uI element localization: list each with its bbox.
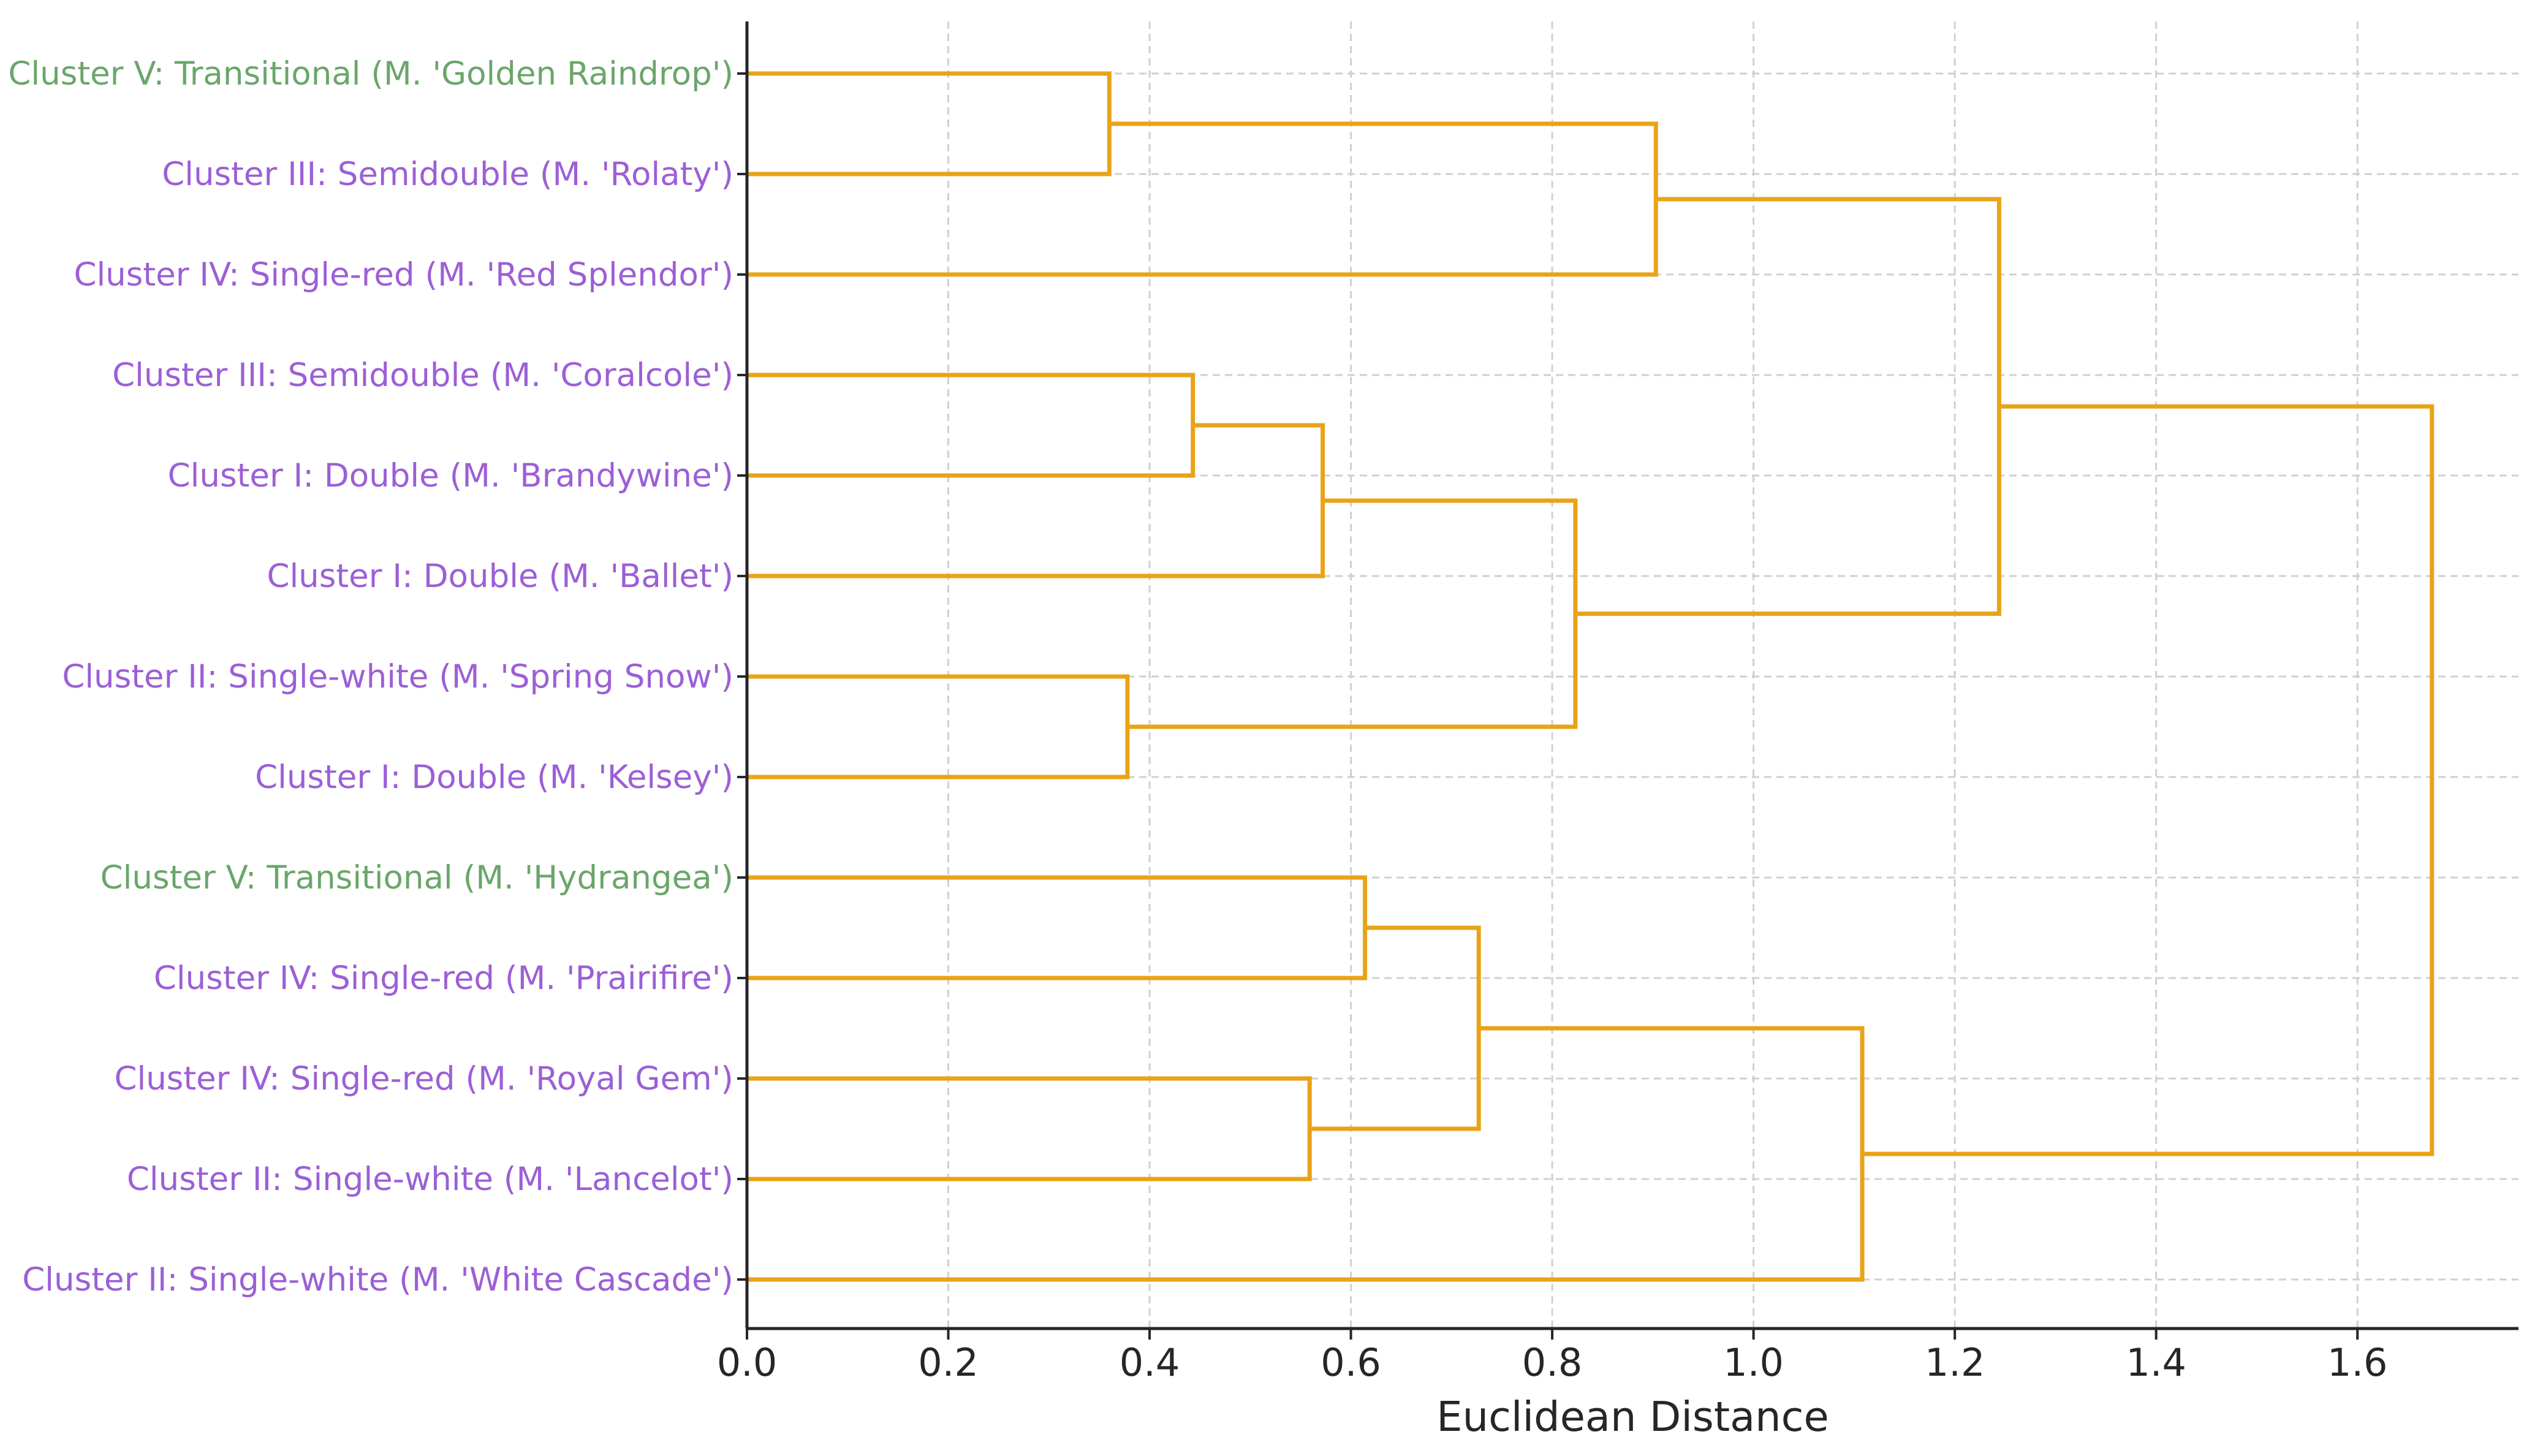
link-layer xyxy=(747,71,2435,1282)
x-tick-label-2: 0.4 xyxy=(1120,1340,1180,1385)
dendrogram-link-4 xyxy=(747,423,1325,578)
leaf-label-layer: Cluster V: Transitional (M. 'Golden Rain… xyxy=(8,55,733,1299)
x-axis-title: Euclidean Distance xyxy=(1436,1393,1829,1441)
tick-layer: 0.0 0.2 0.4 0.6 0.8 1.0 1.2 1.4 1.6 xyxy=(717,72,2388,1385)
x-tick-label-4: 0.8 xyxy=(1522,1340,1583,1385)
leaf-label-8: Cluster V: Transitional (M. 'Hydrangea') xyxy=(100,859,733,897)
leaf-label-0: Cluster V: Transitional (M. 'Golden Rain… xyxy=(8,55,733,93)
dendrogram-link-5 xyxy=(747,875,1368,980)
x-tick-label-3: 0.6 xyxy=(1321,1340,1381,1385)
dendrogram-link-9 xyxy=(747,1026,1865,1282)
leaf-label-12: Cluster II: Single-white (M. 'White Casc… xyxy=(22,1261,733,1299)
dendrogram-link-0 xyxy=(747,71,1112,176)
leaf-label-1: Cluster III: Semidouble (M. 'Rolaty') xyxy=(162,156,733,193)
leaf-label-11: Cluster II: Single-white (M. 'Lancelot') xyxy=(127,1161,733,1198)
dendrogram-link-11 xyxy=(1862,404,2435,1156)
x-tick-label-6: 1.2 xyxy=(1925,1340,1985,1385)
x-tick-label-8: 1.6 xyxy=(2327,1340,2388,1385)
x-tick-label-5: 1.0 xyxy=(1723,1340,1784,1385)
x-tick-label-1: 0.2 xyxy=(918,1340,979,1385)
dendrogram-link-2 xyxy=(747,674,1130,779)
dendrogram-link-10 xyxy=(1575,197,2001,616)
dendrogram-link-7 xyxy=(1127,498,1578,729)
leaf-label-3: Cluster III: Semidouble (M. 'Coralcole') xyxy=(112,357,733,394)
leaf-label-2: Cluster IV: Single-red (M. 'Red Splendor… xyxy=(74,256,733,294)
leaf-label-7: Cluster I: Double (M. 'Kelsey') xyxy=(255,759,733,796)
dendrogram-link-6 xyxy=(1309,925,1481,1131)
x-tick-label-0: 0.0 xyxy=(717,1340,778,1385)
leaf-label-5: Cluster I: Double (M. 'Ballet') xyxy=(267,558,733,595)
leaf-label-9: Cluster IV: Single-red (M. 'Prairifire') xyxy=(154,960,733,997)
axis-layer xyxy=(745,21,2518,1330)
leaf-label-10: Cluster IV: Single-red (M. 'Royal Gem') xyxy=(114,1060,733,1098)
dendrogram-link-3 xyxy=(747,1076,1312,1181)
leaf-label-6: Cluster II: Single-white (M. 'Spring Sno… xyxy=(62,658,733,696)
x-tick-label-7: 1.4 xyxy=(2126,1340,2186,1385)
leaf-label-4: Cluster I: Double (M. 'Brandywine') xyxy=(168,457,733,495)
dendrogram-link-8 xyxy=(747,121,1658,277)
dendrogram-link-1 xyxy=(747,373,1196,478)
